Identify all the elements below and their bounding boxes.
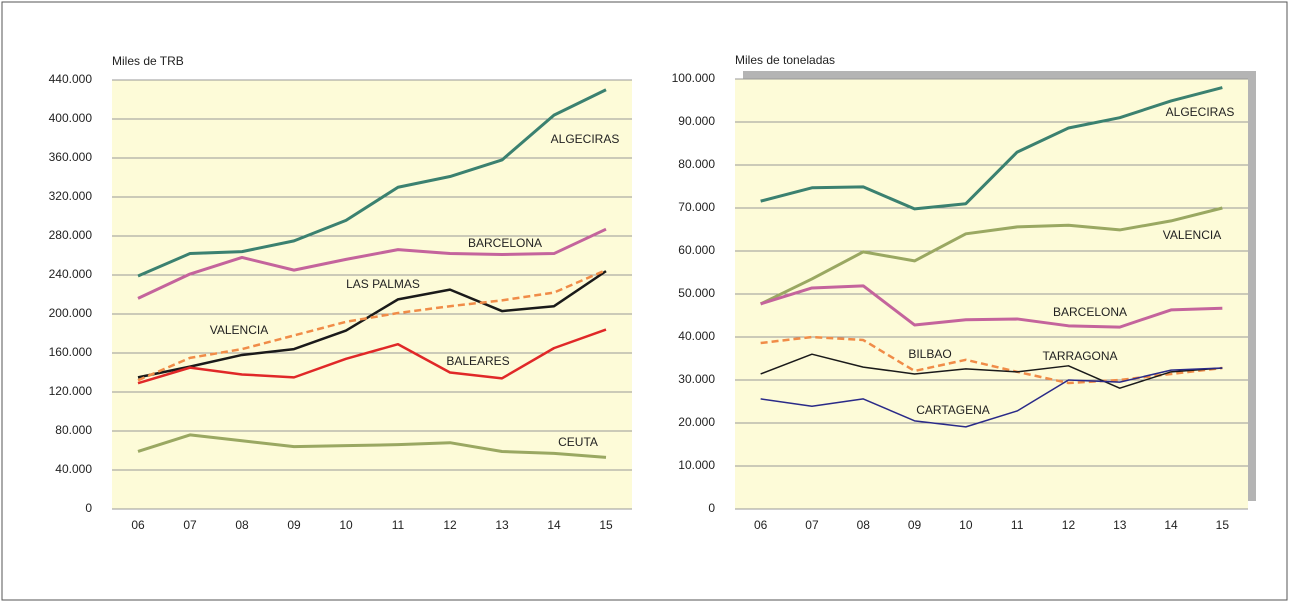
y-tick-label: 30.000 [678,372,715,386]
x-tick-label: 06 [754,518,768,532]
x-tick-label: 13 [1113,518,1127,532]
series-line [760,367,1223,428]
y-tick-label: 160.000 [49,345,93,359]
y-tick-label: 280.000 [49,228,93,242]
x-tick-label: 10 [339,518,353,532]
x-tick-label: 12 [443,518,457,532]
series-line [760,353,1223,389]
y-tick-label: 400.000 [49,111,93,125]
series-label: CEUTA [558,435,598,449]
series-line [137,88,607,278]
series-label: VALENCIA [1163,228,1221,242]
y-tick-label: 50.000 [678,286,715,300]
x-tick-label: 11 [392,518,405,532]
y-tick-label: 20.000 [678,415,715,429]
series-label: BARCELONA [468,236,542,250]
series-line [760,335,1223,385]
series-line [137,433,607,459]
series-line [137,268,607,382]
y-tick-label: 320.000 [49,189,93,203]
y-tick-label: 70.000 [678,200,715,214]
y-tick-label: 40.000 [678,329,715,343]
x-tick-label: 14 [547,518,561,532]
series-label: ALGECIRAS [1166,105,1235,119]
series-label: CARTAGENA [916,403,990,417]
y-tick-label: 440.000 [49,72,93,86]
x-tick-label: 15 [599,518,613,532]
series-line [759,206,1223,306]
x-tick-label: 14 [1164,518,1178,532]
series-line [760,86,1223,211]
series-label: ALGECIRAS [551,132,620,146]
x-tick-label: 11 [1011,518,1024,532]
y-tick-label: 360.000 [49,150,93,164]
y-tick-label: 80.000 [55,423,92,437]
x-tick-label: 13 [495,518,509,532]
y-tick-label: 200.000 [49,306,93,320]
y-tick-label: 0 [85,501,92,515]
x-tick-label: 07 [183,518,197,532]
y-tick-label: 90.000 [678,114,715,128]
series-label: BILBAO [908,347,951,361]
series-label: BARCELONA [1053,305,1127,319]
series-label: LAS PALMAS [346,277,420,291]
y-axis-title: Miles de toneladas [735,53,835,67]
y-tick-label: 240.000 [49,267,93,281]
series-label: VALENCIA [210,323,268,337]
y-tick-label: 60.000 [678,243,715,257]
y-axis-title: Miles de TRB [112,54,184,68]
series-label: BALEARES [446,354,509,368]
x-tick-label: 08 [235,518,249,532]
series-line [137,270,607,379]
x-tick-label: 06 [131,518,145,532]
series-line [137,227,607,300]
x-tick-label: 08 [857,518,871,532]
y-tick-label: 120.000 [49,384,93,398]
x-tick-label: 09 [908,518,922,532]
series-line [137,328,607,385]
x-tick-label: 07 [805,518,819,532]
x-tick-label: 09 [287,518,301,532]
y-tick-label: 10.000 [678,458,715,472]
x-tick-label: 12 [1062,518,1076,532]
series-line [760,284,1223,329]
y-tick-label: 80.000 [678,157,715,171]
y-tick-label: 100.000 [672,71,716,85]
x-tick-label: 15 [1216,518,1230,532]
y-tick-label: 0 [708,501,715,515]
series-label: TARRAGONA [1042,349,1117,363]
x-tick-label: 10 [959,518,973,532]
y-tick-label: 40.000 [55,462,92,476]
